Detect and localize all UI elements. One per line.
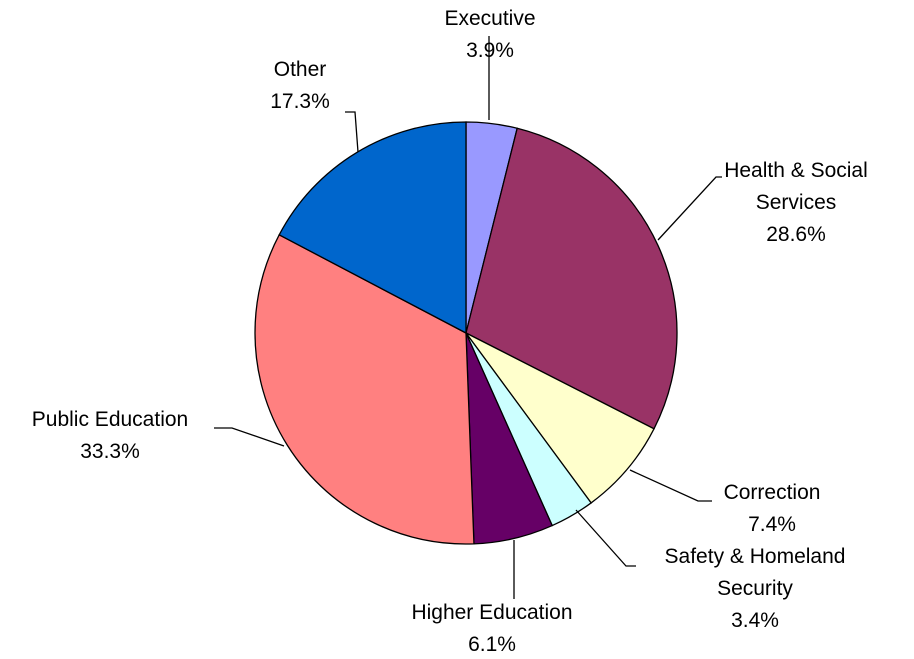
leader-lines [214,36,722,599]
leader-line-public-education [214,427,285,447]
category-label-other: Other [274,58,327,81]
category-label-public-education: Public Education [32,408,188,431]
value-label-health-and-social-services: 28.6% [766,223,826,246]
category-label-higher-education: Higher Education [411,601,572,624]
leader-line-other [345,111,359,153]
value-label-other: 17.3% [270,90,330,113]
value-label-public-education: 33.3% [80,440,140,463]
leader-line-safety-and-homeland-security [575,509,636,567]
category-label-executive: Executive [444,7,535,30]
leader-line-health-and-social-services [657,176,722,241]
category-label-correction: Correction [724,481,821,504]
category-label-health-and-social-services: Health & Social [724,159,868,182]
slice-correction [465,332,655,504]
leader-line-correction [629,469,712,502]
category-label-health-and-social-services: Services [756,191,837,214]
category-label-safety-and-homeland-security: Security [717,577,793,600]
value-label-correction: 7.4% [748,513,796,536]
category-label-safety-and-homeland-security: Safety & Homeland [665,545,846,568]
slice-public-education [254,233,475,545]
value-label-safety-and-homeland-security: 3.4% [731,609,779,632]
slice-labels: Executive 3.9% Health & Social Services 28.6… [32,7,868,656]
slice-other [278,121,467,335]
value-label-executive: 3.9% [466,39,514,62]
pie-slices [254,121,678,545]
slice-health-and-social-services [465,127,678,430]
value-label-higher-education: 6.1% [468,633,516,656]
